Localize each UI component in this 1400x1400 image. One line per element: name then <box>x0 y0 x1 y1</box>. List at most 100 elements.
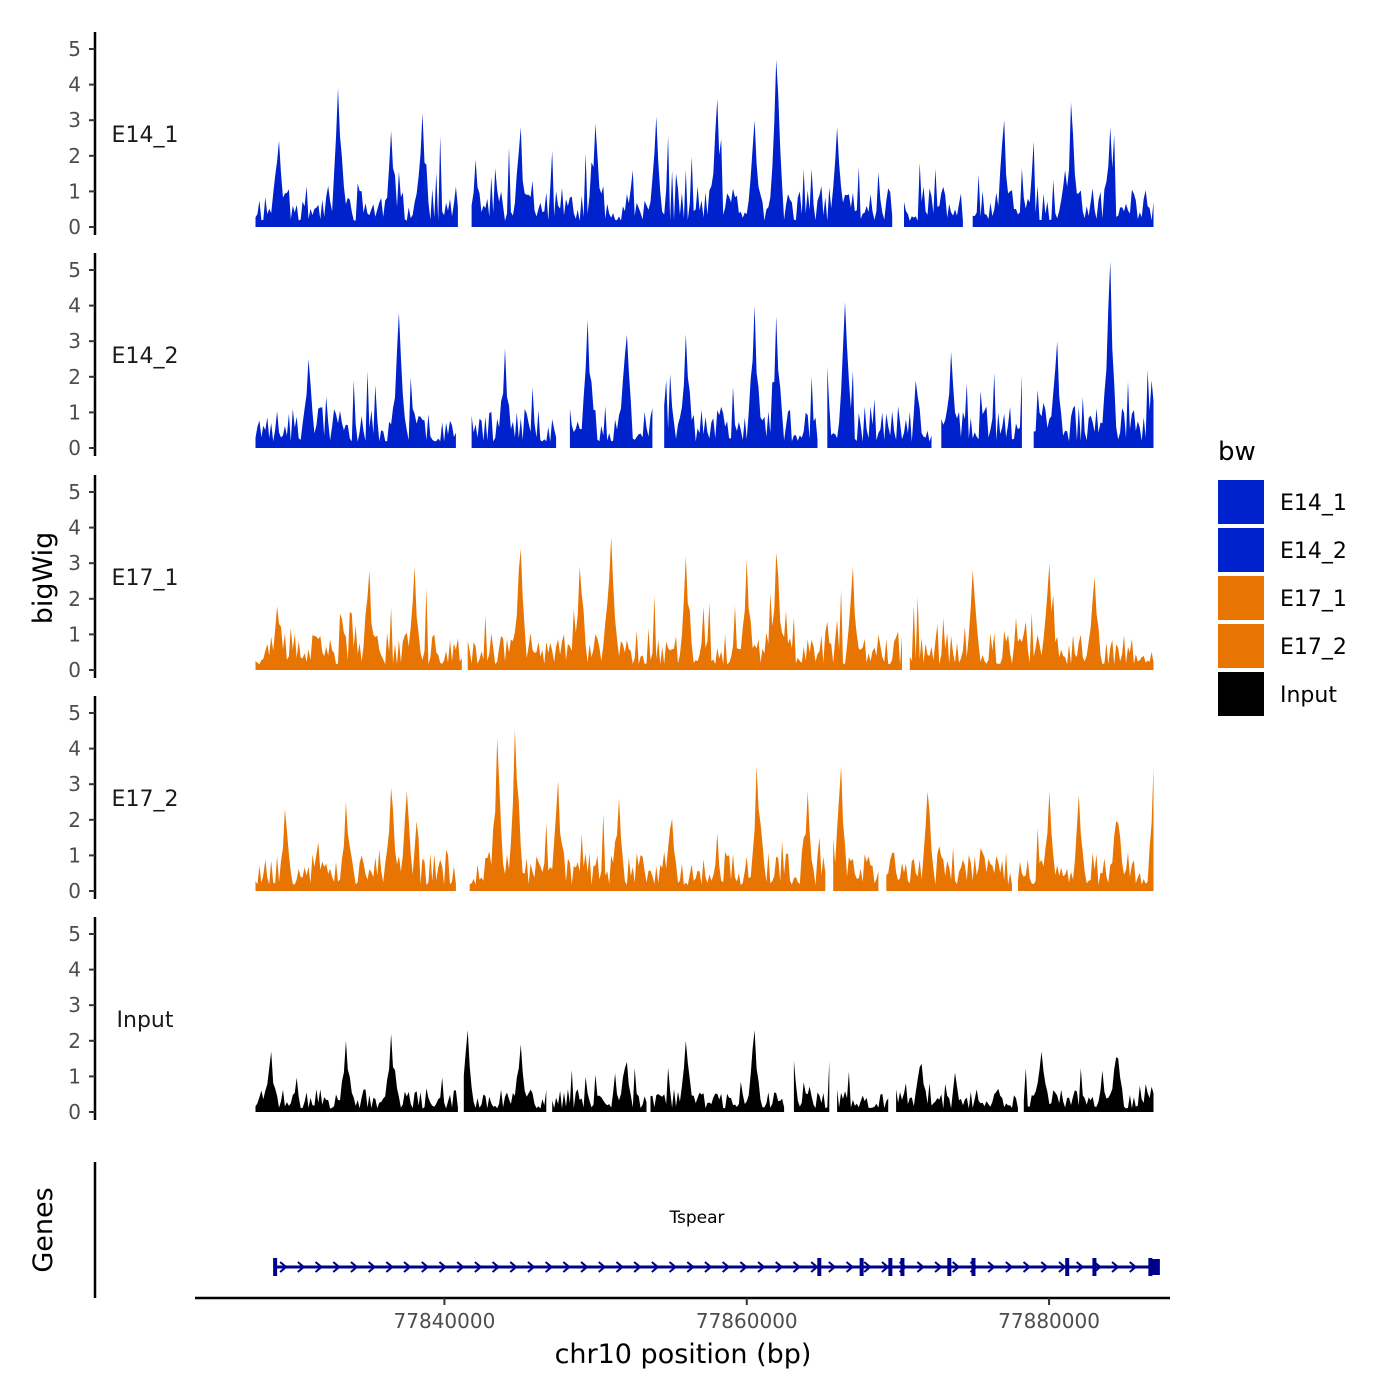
x-tick-label: 77840000 <box>394 1309 496 1333</box>
gene-label-tspear: Tspear <box>668 1208 724 1228</box>
strand-arrow <box>438 1261 447 1273</box>
strand-arrow <box>562 1261 571 1273</box>
y-tick-label: 4 <box>68 958 81 982</box>
strand-arrow <box>544 1261 554 1273</box>
strand-arrow <box>509 1261 518 1273</box>
gene-exon <box>971 1258 976 1276</box>
y-tick-label: 3 <box>68 772 81 796</box>
strand-arrow <box>403 1261 412 1273</box>
legend-label-input: Input <box>1280 683 1337 708</box>
signal-tracks: 0 1 2 3 4 5 E14_1 0 1 2 3 4 5 E14_2 0 1 2 3 4 5 E17_1 0 1 2 3 4 5 E… <box>68 32 1154 1124</box>
gene-exon <box>947 1258 952 1276</box>
x-tick-label: 77860000 <box>696 1309 798 1333</box>
gene-exon <box>1092 1258 1097 1276</box>
track-label: E17_1 <box>112 566 179 591</box>
strand-arrow <box>845 1261 855 1273</box>
track-input: 0 1 2 3 4 5 Input <box>68 917 1154 1124</box>
strand-arrow <box>987 1261 996 1273</box>
strand-arrow <box>615 1261 624 1273</box>
strand-arrow <box>314 1261 324 1273</box>
y-tick-label: 2 <box>68 1029 81 1053</box>
genes-track-title: Genes <box>28 1187 59 1272</box>
strand-arrow <box>881 1261 890 1273</box>
strand-arrow <box>1075 1261 1085 1273</box>
legend-swatch-e17-2 <box>1218 624 1264 668</box>
signal-area-e17-2 <box>833 766 879 891</box>
signal-area-e17-2 <box>1017 767 1154 891</box>
signal-area-e17-1 <box>467 536 902 670</box>
signal-area-e14-1 <box>972 102 1154 227</box>
signal-area-input <box>793 1060 830 1112</box>
signal-area-e17-2 <box>886 791 1012 891</box>
gene-exon <box>859 1258 864 1276</box>
strand-arrow <box>792 1261 801 1273</box>
y-tick-label: 4 <box>68 294 81 318</box>
signal-area-e14-1 <box>904 162 963 227</box>
y-tick-label: 3 <box>68 551 81 575</box>
legend-swatch-e14-2 <box>1218 528 1264 572</box>
track-label: E14_1 <box>112 123 179 148</box>
y-tick-label: 5 <box>68 258 81 282</box>
strand-arrow <box>916 1261 925 1273</box>
signal-area-e14-2 <box>941 351 1022 448</box>
track-label: E17_2 <box>112 787 179 812</box>
legend-label-e14-2: E14_2 <box>1280 539 1347 564</box>
signal-area-input <box>463 1030 547 1112</box>
y-tick-label: 2 <box>68 365 81 389</box>
y-tick-label: 3 <box>68 993 81 1017</box>
y-tick-label: 0 <box>68 658 81 682</box>
y-tick-label: 1 <box>68 400 81 424</box>
x-axis: 77840000 77860000 77880000 <box>195 1296 1170 1333</box>
strand-arrow <box>598 1261 607 1273</box>
gene-exon <box>1149 1259 1160 1275</box>
y-axis-title: bigWig <box>28 532 59 625</box>
y-tick-label: 3 <box>68 108 81 132</box>
y-tick-label: 0 <box>68 215 81 239</box>
y-tick-label: 4 <box>68 737 81 761</box>
strand-arrow <box>828 1261 837 1273</box>
y-tick-label: 5 <box>68 922 81 946</box>
y-tick-label: 0 <box>68 436 81 460</box>
signal-area-input <box>552 1061 647 1112</box>
strand-arrow <box>332 1261 341 1273</box>
gene-exon <box>273 1258 278 1276</box>
y-tick-label: 2 <box>68 144 81 168</box>
legend-swatch-e14-1 <box>1218 480 1264 524</box>
signal-area-e17-2 <box>255 787 456 891</box>
y-tick-label: 5 <box>68 37 81 61</box>
track-label: Input <box>117 1008 174 1033</box>
strand-arrow <box>651 1261 660 1273</box>
strand-arrow <box>633 1261 642 1273</box>
legend-swatch-e17-1 <box>1218 576 1264 620</box>
signal-area-e17-2 <box>469 729 826 891</box>
signal-area-input <box>1023 1051 1154 1112</box>
x-axis-title: chr10 position (bp) <box>555 1339 812 1370</box>
signal-area-e14-1 <box>255 88 458 227</box>
signal-area-e17-1 <box>909 563 1154 670</box>
strand-arrow <box>1058 1261 1067 1273</box>
strand-arrow <box>757 1261 766 1273</box>
signal-area-e14-1 <box>471 59 893 228</box>
y-tick-label: 5 <box>68 480 81 504</box>
signal-area-input <box>837 1071 889 1112</box>
strand-arrow <box>1040 1261 1049 1273</box>
track-e14-1: 0 1 2 3 4 5 E14_1 <box>68 32 1154 239</box>
y-tick-label: 0 <box>68 879 81 903</box>
strand-arrow <box>1005 1261 1014 1273</box>
strand-arrow <box>367 1261 377 1273</box>
y-tick-label: 2 <box>68 808 81 832</box>
strand-arrow <box>385 1261 394 1273</box>
strand-arrow <box>1111 1261 1120 1273</box>
strand-arrow <box>279 1261 288 1273</box>
signal-area-e14-2 <box>569 319 653 448</box>
strand-arrow <box>704 1261 713 1273</box>
strand-arrow <box>810 1261 819 1273</box>
y-tick-label: 1 <box>68 843 81 867</box>
signal-area-e14-2 <box>255 312 456 448</box>
y-tick-label: 4 <box>68 73 81 97</box>
legend-swatch-input <box>1218 672 1264 716</box>
strand-arrow <box>1129 1261 1138 1273</box>
y-tick-label: 1 <box>68 179 81 203</box>
strand-arrow <box>739 1261 748 1273</box>
